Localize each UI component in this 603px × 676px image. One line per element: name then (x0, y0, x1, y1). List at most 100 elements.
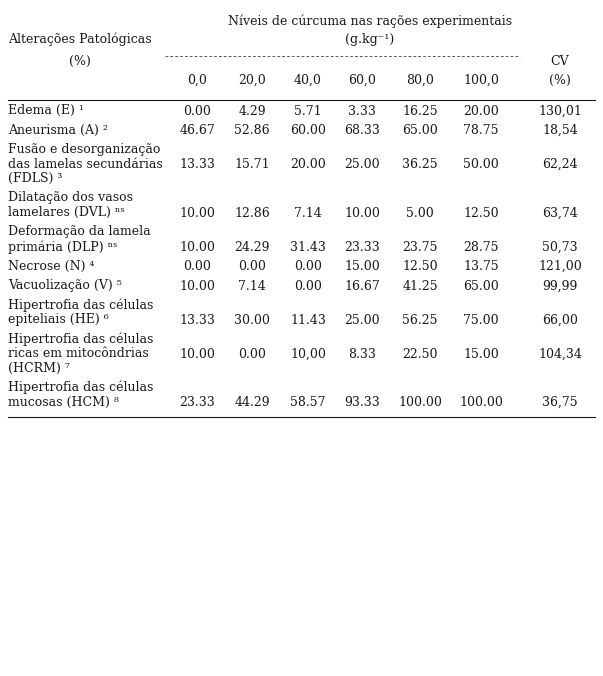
Text: 50,73: 50,73 (542, 241, 578, 254)
Text: 10.00: 10.00 (179, 280, 215, 293)
Text: 23.75: 23.75 (402, 241, 438, 254)
Text: 12.50: 12.50 (402, 260, 438, 273)
Text: 13.75: 13.75 (463, 260, 499, 273)
Text: 5.71: 5.71 (294, 105, 322, 118)
Text: 0.00: 0.00 (238, 260, 266, 273)
Text: (g.kg⁻¹): (g.kg⁻¹) (346, 33, 394, 46)
Text: 58.57: 58.57 (290, 396, 326, 409)
Text: 0.00: 0.00 (183, 105, 211, 118)
Text: 20.00: 20.00 (463, 105, 499, 118)
Text: 99,99: 99,99 (542, 280, 578, 293)
Text: ricas em mitocôndrias: ricas em mitocôndrias (8, 347, 149, 360)
Text: 20.00: 20.00 (290, 158, 326, 171)
Text: 24.29: 24.29 (234, 241, 270, 254)
Text: 7.14: 7.14 (238, 280, 266, 293)
Text: Edema (E) ¹: Edema (E) ¹ (8, 104, 84, 117)
Text: 56.25: 56.25 (402, 314, 438, 327)
Text: CV: CV (551, 55, 569, 68)
Text: 15.00: 15.00 (463, 347, 499, 361)
Text: 10.00: 10.00 (179, 241, 215, 254)
Text: 23.33: 23.33 (344, 241, 380, 254)
Text: 10,00: 10,00 (290, 347, 326, 361)
Text: 15.71: 15.71 (234, 158, 270, 171)
Text: 13.33: 13.33 (179, 314, 215, 327)
Text: 68.33: 68.33 (344, 124, 380, 137)
Text: 60.00: 60.00 (290, 124, 326, 137)
Text: (FDLS) ³: (FDLS) ³ (8, 172, 62, 185)
Text: 7.14: 7.14 (294, 207, 322, 220)
Text: 100.00: 100.00 (459, 396, 503, 409)
Text: (%): (%) (549, 74, 571, 87)
Text: 31.43: 31.43 (290, 241, 326, 254)
Text: 60,0: 60,0 (348, 74, 376, 87)
Text: 44.29: 44.29 (234, 396, 270, 409)
Text: 41.25: 41.25 (402, 280, 438, 293)
Text: 22.50: 22.50 (402, 347, 438, 361)
Text: 0.00: 0.00 (294, 260, 322, 273)
Text: Necrose (N) ⁴: Necrose (N) ⁴ (8, 260, 95, 272)
Text: 10.00: 10.00 (179, 207, 215, 220)
Text: Deformação da lamela: Deformação da lamela (8, 226, 151, 239)
Text: 0.00: 0.00 (238, 347, 266, 361)
Text: 8.33: 8.33 (348, 347, 376, 361)
Text: 3.33: 3.33 (348, 105, 376, 118)
Text: 52.86: 52.86 (234, 124, 270, 137)
Text: 80,0: 80,0 (406, 74, 434, 87)
Text: Hipertrofia das células: Hipertrofia das células (8, 381, 153, 395)
Text: 100,0: 100,0 (463, 74, 499, 87)
Text: 62,24: 62,24 (542, 158, 578, 171)
Text: 10.00: 10.00 (344, 207, 380, 220)
Text: 75.00: 75.00 (463, 314, 499, 327)
Text: 4.29: 4.29 (238, 105, 266, 118)
Text: 121,00: 121,00 (538, 260, 582, 273)
Text: 130,01: 130,01 (538, 105, 582, 118)
Text: 16.67: 16.67 (344, 280, 380, 293)
Text: 20,0: 20,0 (238, 74, 266, 87)
Text: Níveis de cúrcuma nas rações experimentais: Níveis de cúrcuma nas rações experimenta… (228, 14, 512, 28)
Text: Dilatação dos vasos: Dilatação dos vasos (8, 191, 133, 205)
Text: 25.00: 25.00 (344, 158, 380, 171)
Text: 18,54: 18,54 (542, 124, 578, 137)
Text: 93.33: 93.33 (344, 396, 380, 409)
Text: 36.25: 36.25 (402, 158, 438, 171)
Text: Alterações Patológicas: Alterações Patológicas (8, 33, 151, 47)
Text: mucosas (HCM) ⁸: mucosas (HCM) ⁸ (8, 395, 119, 408)
Text: 78.75: 78.75 (463, 124, 499, 137)
Text: 36,75: 36,75 (542, 396, 578, 409)
Text: lamelares (DVL) ⁿˢ: lamelares (DVL) ⁿˢ (8, 206, 125, 219)
Text: (HCRM) ⁷: (HCRM) ⁷ (8, 362, 70, 375)
Text: 40,0: 40,0 (294, 74, 322, 87)
Text: 15.00: 15.00 (344, 260, 380, 273)
Text: 12.50: 12.50 (463, 207, 499, 220)
Text: 10.00: 10.00 (179, 347, 215, 361)
Text: das lamelas secundárias: das lamelas secundárias (8, 158, 163, 170)
Text: 66,00: 66,00 (542, 314, 578, 327)
Text: 30.00: 30.00 (234, 314, 270, 327)
Text: Fusão e desorganização: Fusão e desorganização (8, 143, 160, 156)
Text: Vacuolização (V) ⁵: Vacuolização (V) ⁵ (8, 279, 122, 292)
Text: 5.00: 5.00 (406, 207, 434, 220)
Text: 0,0: 0,0 (187, 74, 207, 87)
Text: Aneurisma (A) ²: Aneurisma (A) ² (8, 124, 108, 137)
Text: 23.33: 23.33 (179, 396, 215, 409)
Text: 65.00: 65.00 (402, 124, 438, 137)
Text: 13.33: 13.33 (179, 158, 215, 171)
Text: 0.00: 0.00 (294, 280, 322, 293)
Text: 50.00: 50.00 (463, 158, 499, 171)
Text: Hipertrofia das células: Hipertrofia das células (8, 299, 153, 312)
Text: 28.75: 28.75 (463, 241, 499, 254)
Text: 12.86: 12.86 (234, 207, 270, 220)
Text: 11.43: 11.43 (290, 314, 326, 327)
Text: 0.00: 0.00 (183, 260, 211, 273)
Text: primária (DLP) ⁿˢ: primária (DLP) ⁿˢ (8, 240, 118, 254)
Text: 63,74: 63,74 (542, 207, 578, 220)
Text: Hipertrofia das células: Hipertrofia das células (8, 333, 153, 346)
Text: epiteliais (HE) ⁶: epiteliais (HE) ⁶ (8, 313, 109, 326)
Text: 100.00: 100.00 (398, 396, 442, 409)
Text: 25.00: 25.00 (344, 314, 380, 327)
Text: 46.67: 46.67 (179, 124, 215, 137)
Text: (%): (%) (69, 55, 91, 68)
Text: 16.25: 16.25 (402, 105, 438, 118)
Text: 65.00: 65.00 (463, 280, 499, 293)
Text: 104,34: 104,34 (538, 347, 582, 361)
